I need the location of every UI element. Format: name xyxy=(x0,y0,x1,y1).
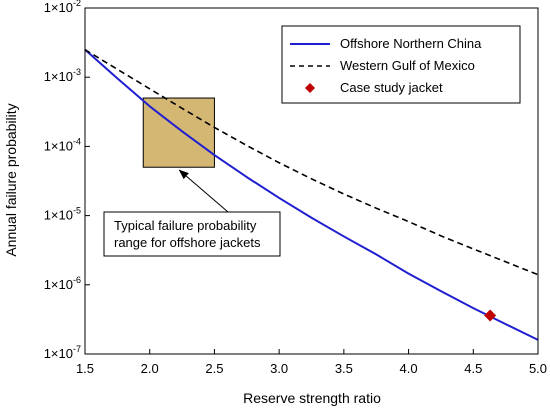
y-tick-label: 1×10-2 xyxy=(44,0,81,15)
y-tick-label: 1×10-7 xyxy=(44,344,81,361)
legend-label-northern-china: Offshore Northern China xyxy=(340,36,482,51)
x-tick-label: 3.5 xyxy=(335,361,353,376)
legend: Offshore Northern China Western Gulf of … xyxy=(281,25,521,104)
x-tick-label: 1.5 xyxy=(76,361,94,376)
x-tick-label: 4.5 xyxy=(464,361,482,376)
x-tick-label: 5.0 xyxy=(529,361,547,376)
y-tick-label: 1×10-3 xyxy=(44,67,81,84)
annotation-text-line: Typical failure probability xyxy=(114,218,257,233)
legend-swatch-case-study xyxy=(305,83,315,93)
x-tick-label: 4.0 xyxy=(400,361,418,376)
x-axis-ticks: 1.5 2.0 2.5 3.0 3.5 4.0 4.5 5.0 xyxy=(76,349,547,376)
y-tick-label: 1×10-6 xyxy=(44,275,81,292)
points-layer xyxy=(484,309,497,322)
y-axis-title: Annual failure probability xyxy=(3,103,19,256)
x-axis-title: Reserve strength ratio xyxy=(243,390,381,406)
legend-label-gulf-of-mexico: Western Gulf of Mexico xyxy=(340,58,475,73)
series-line-northern-china xyxy=(84,48,539,341)
legend-box xyxy=(281,25,521,104)
x-tick-label: 2.0 xyxy=(141,361,159,376)
plot-area-frame xyxy=(84,7,539,355)
annotation-arrow xyxy=(178,169,229,213)
y-tick-label: 1×10-5 xyxy=(44,206,81,223)
annotation-box xyxy=(103,211,281,257)
series-layer xyxy=(84,48,539,341)
typical-failure-range-box xyxy=(142,97,215,168)
annotation-layer: Typical failure probability range for off… xyxy=(103,169,281,257)
failure-range-layer xyxy=(142,97,215,168)
annotation-text-line: range for offshore jackets xyxy=(114,235,261,250)
case-study-point xyxy=(484,309,497,322)
x-tick-label: 3.0 xyxy=(270,361,288,376)
x-tick-label: 2.5 xyxy=(205,361,223,376)
y-axis-ticks: 1×10-7 1×10-6 1×10-5 1×10-4 1×10-3 1×10-2 xyxy=(44,0,90,361)
y-tick-label: 1×10-4 xyxy=(44,136,81,153)
series-line-gulf-of-mexico xyxy=(84,48,539,276)
legend-label-case-study: Case study jacket xyxy=(340,80,443,95)
